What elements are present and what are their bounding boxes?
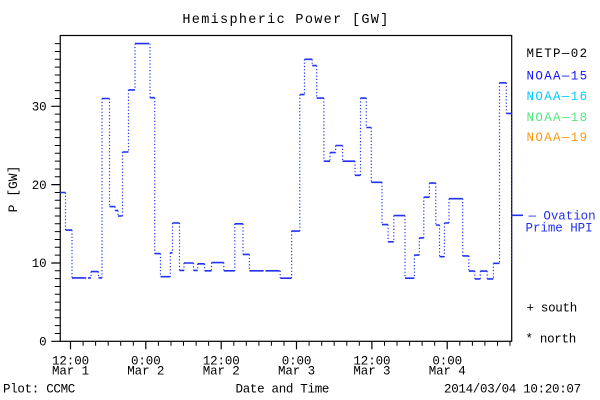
svg-text:Date and Time: Date and Time [236,383,330,397]
svg-text:— Ovation: — Ovation [528,210,596,224]
svg-text:12:00: 12:00 [353,355,390,369]
svg-text:0:00: 0:00 [432,355,462,369]
svg-text:10: 10 [32,257,47,271]
svg-text:0:00: 0:00 [131,355,161,369]
svg-text:Mar 2: Mar 2 [127,365,164,379]
svg-text:NOAA—16: NOAA—16 [527,90,589,104]
svg-text:Prime HPI: Prime HPI [526,222,593,236]
svg-text:Mar 2: Mar 2 [203,365,240,379]
svg-text:30: 30 [32,101,47,115]
svg-text:* north: * north [526,332,576,346]
svg-text:Mar 1: Mar 1 [52,365,89,379]
svg-text:12:00: 12:00 [52,355,89,369]
svg-text:+ south: + south [527,301,577,315]
svg-text:NOAA—15: NOAA—15 [527,69,589,83]
svg-text:METP—02: METP—02 [527,47,589,61]
svg-text:Hemispheric Power [GW]: Hemispheric Power [GW] [182,13,389,28]
svg-text:12:00: 12:00 [203,355,240,369]
svg-text:NOAA—19: NOAA—19 [527,131,589,145]
svg-text:Mar 4: Mar 4 [429,365,466,379]
svg-text:Mar 3: Mar 3 [353,365,390,379]
svg-text:P [GW]: P [GW] [6,166,21,213]
svg-text:0: 0 [39,336,46,350]
svg-text:NOAA—18: NOAA—18 [527,111,589,125]
svg-text:Plot: CCMC: Plot: CCMC [3,383,75,397]
svg-text:2014/03/04 10:20:07: 2014/03/04 10:20:07 [444,383,581,397]
svg-text:Mar 3: Mar 3 [278,365,315,379]
svg-text:20: 20 [32,179,47,193]
svg-text:0:00: 0:00 [282,355,312,369]
